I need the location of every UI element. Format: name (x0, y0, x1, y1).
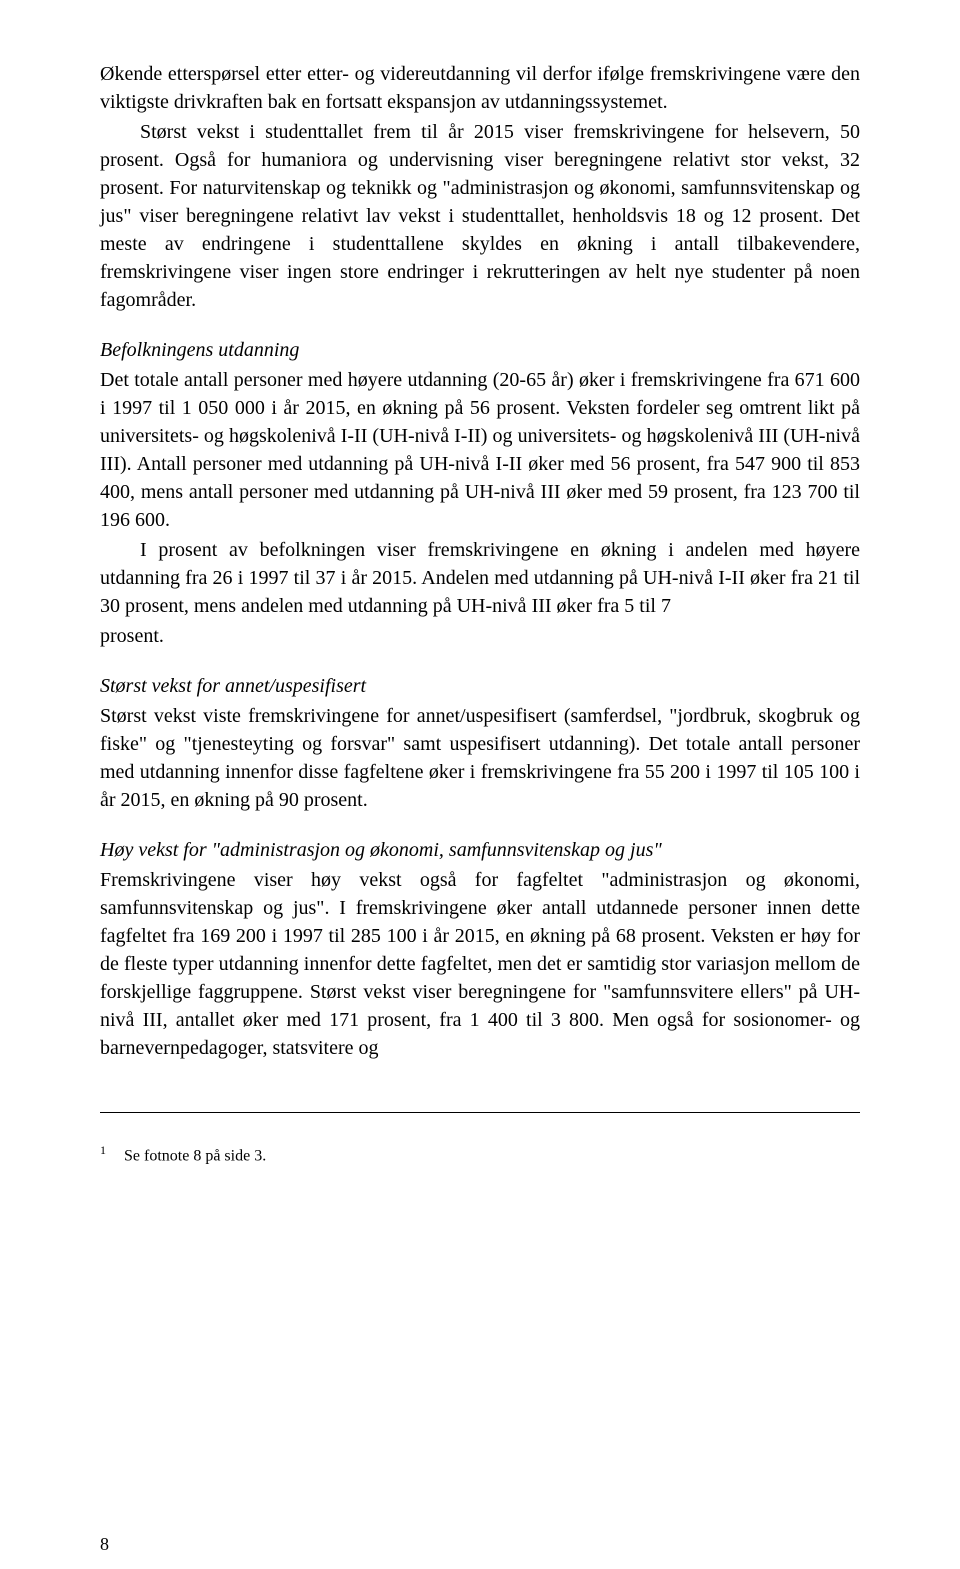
document-page: Økende etterspørsel etter etter- og vide… (0, 0, 960, 1569)
body-paragraph: Størst vekst viste fremskrivingene for a… (100, 702, 860, 814)
body-paragraph: I prosent av befolkningen viser fremskri… (100, 536, 860, 620)
footnote-separator (100, 1112, 860, 1113)
section-heading: Høy vekst for "administrasjon og økonomi… (100, 836, 860, 864)
footnote: 1 Se fotnote 8 på side 3. (100, 1143, 860, 1165)
body-paragraph: Det totale antall personer med høyere ut… (100, 366, 860, 534)
body-paragraph: Fremskrivingene viser høy vekst også for… (100, 866, 860, 1062)
body-paragraph: prosent. (100, 622, 860, 650)
body-paragraph: Størst vekst i studenttallet frem til år… (100, 118, 860, 314)
section-heading: Størst vekst for annet/uspesifisert (100, 672, 860, 700)
body-paragraph: Økende etterspørsel etter etter- og vide… (100, 60, 860, 116)
footnote-marker: 1 (100, 1143, 106, 1157)
footnote-text: Se fotnote 8 på side 3. (124, 1147, 266, 1164)
page-number: 8 (100, 1534, 109, 1555)
section-heading: Befolkningens utdanning (100, 336, 860, 364)
